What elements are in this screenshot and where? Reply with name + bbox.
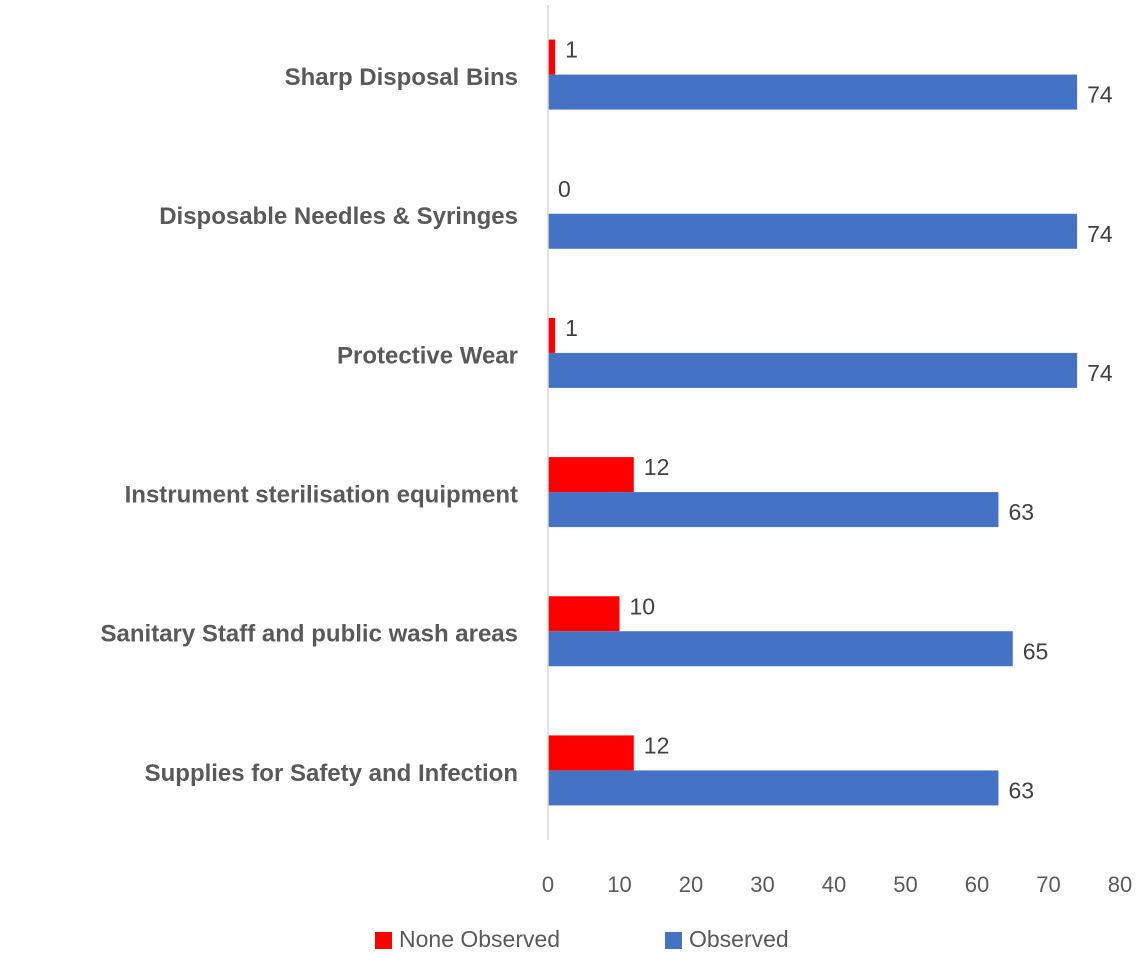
data-label: 63 [1008, 777, 1034, 803]
x-tick-label: 80 [1108, 872, 1132, 897]
bar [548, 631, 1013, 667]
y-tick-label: Disposable Needles & Syringes [159, 203, 518, 230]
x-tick-label: 70 [1036, 872, 1060, 897]
y-tick-label: Supplies for Safety and Infection [145, 760, 518, 787]
data-label: 12 [644, 454, 670, 480]
data-label: 74 [1087, 221, 1113, 247]
x-tick-label: 0 [542, 872, 554, 897]
bar [548, 735, 634, 771]
x-tick-label: 60 [965, 872, 989, 897]
x-tick-label: 30 [750, 872, 774, 897]
bar [548, 596, 620, 632]
legend-label: Observed [689, 926, 789, 952]
data-label: 74 [1087, 82, 1113, 108]
x-tick-label: 40 [822, 872, 846, 897]
y-tick-label: Sanitary Staff and public wash areas [101, 621, 518, 648]
legend-swatch [375, 932, 392, 949]
legend-label: None Observed [399, 926, 560, 952]
data-label: 63 [1008, 499, 1034, 525]
data-label: 1 [565, 315, 578, 341]
x-tick-label: 20 [679, 872, 703, 897]
data-label: 10 [630, 593, 656, 619]
data-label: 74 [1087, 360, 1113, 386]
bar [548, 457, 634, 493]
data-label: 1 [565, 37, 578, 63]
legend-swatch [665, 932, 682, 949]
data-label: 12 [644, 732, 670, 758]
bar [548, 317, 556, 353]
bar [548, 770, 999, 806]
data-label: 65 [1023, 638, 1049, 664]
y-tick-label: Sharp Disposal Bins [285, 64, 518, 91]
bar [548, 492, 999, 528]
bar [548, 352, 1078, 388]
bar [548, 213, 1078, 249]
x-tick-label: 10 [607, 872, 631, 897]
bar [548, 74, 1078, 110]
bar [548, 39, 556, 75]
x-tick-label: 50 [893, 872, 917, 897]
y-tick-label: Instrument sterilisation equipment [125, 481, 518, 508]
data-label: 0 [558, 176, 571, 202]
y-tick-label: Protective Wear [337, 342, 518, 369]
